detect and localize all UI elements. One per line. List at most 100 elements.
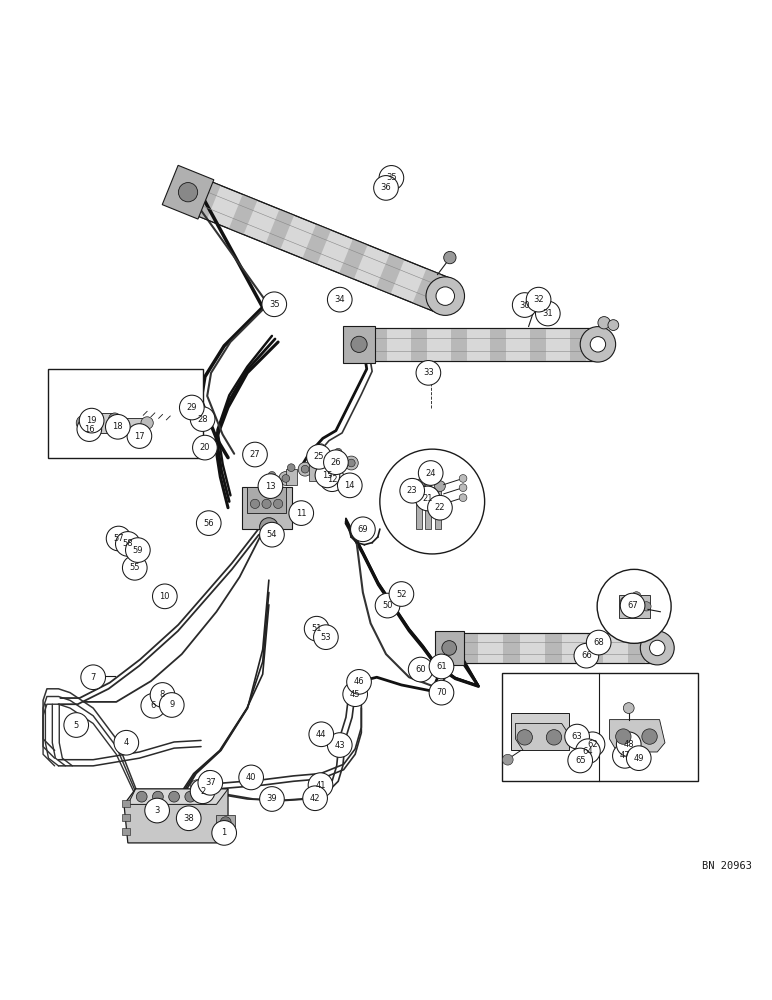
Bar (296, 508, 306, 520)
Circle shape (160, 693, 184, 717)
Circle shape (107, 526, 131, 551)
Text: 60: 60 (415, 665, 426, 674)
Circle shape (581, 327, 615, 362)
Text: 26: 26 (330, 458, 341, 467)
Text: 28: 28 (198, 415, 208, 424)
Text: 14: 14 (344, 481, 355, 490)
Polygon shape (609, 720, 665, 752)
Bar (123, 828, 130, 835)
Circle shape (262, 292, 286, 317)
Text: 1: 1 (222, 828, 227, 837)
Text: 12: 12 (327, 475, 337, 484)
Polygon shape (530, 328, 546, 361)
Circle shape (258, 474, 283, 498)
Text: 11: 11 (296, 509, 306, 518)
Bar (247, 487, 286, 513)
Text: 44: 44 (316, 730, 327, 739)
Circle shape (313, 625, 338, 649)
Text: 52: 52 (396, 590, 407, 599)
Text: 34: 34 (334, 295, 345, 304)
Circle shape (320, 628, 334, 642)
Circle shape (375, 593, 400, 618)
Circle shape (192, 435, 217, 460)
Circle shape (114, 529, 127, 541)
Text: 41: 41 (315, 781, 326, 790)
Text: 2: 2 (200, 787, 205, 796)
Bar (49, 369, 202, 458)
Text: 35: 35 (386, 173, 397, 182)
Circle shape (442, 641, 456, 655)
Circle shape (308, 773, 333, 797)
Circle shape (201, 791, 212, 802)
Polygon shape (451, 328, 466, 361)
Text: 29: 29 (187, 403, 197, 412)
Text: 27: 27 (249, 450, 260, 459)
Circle shape (435, 481, 445, 492)
Circle shape (220, 817, 231, 828)
Circle shape (503, 754, 513, 765)
Circle shape (536, 301, 560, 326)
Circle shape (320, 473, 328, 481)
Text: 68: 68 (594, 638, 604, 647)
Circle shape (612, 744, 637, 768)
Circle shape (198, 438, 215, 455)
Text: 49: 49 (634, 754, 644, 763)
Circle shape (347, 670, 371, 694)
Circle shape (513, 293, 537, 317)
Text: 22: 22 (435, 503, 445, 512)
Circle shape (312, 620, 326, 634)
Polygon shape (411, 328, 427, 361)
Polygon shape (343, 326, 375, 363)
Circle shape (198, 770, 222, 795)
Text: 47: 47 (620, 751, 630, 760)
Bar (316, 451, 327, 459)
Circle shape (598, 569, 671, 643)
Circle shape (374, 176, 398, 200)
Circle shape (320, 467, 344, 492)
Circle shape (620, 597, 629, 606)
Circle shape (153, 791, 164, 802)
Text: 20: 20 (200, 443, 210, 452)
Text: 17: 17 (134, 432, 144, 441)
Text: 7: 7 (90, 673, 96, 682)
Circle shape (76, 415, 92, 431)
Circle shape (381, 596, 395, 610)
Circle shape (429, 654, 454, 679)
Circle shape (565, 724, 590, 749)
Circle shape (591, 337, 605, 352)
Circle shape (201, 770, 215, 784)
Circle shape (301, 465, 309, 473)
Circle shape (640, 631, 674, 665)
Text: 24: 24 (425, 469, 436, 478)
Text: 36: 36 (381, 183, 391, 192)
Circle shape (157, 687, 168, 698)
Circle shape (141, 693, 166, 718)
Circle shape (80, 408, 104, 433)
Text: 5: 5 (73, 721, 79, 730)
Circle shape (169, 791, 179, 802)
Circle shape (642, 729, 657, 744)
Circle shape (148, 695, 159, 706)
Text: 10: 10 (160, 592, 170, 601)
Polygon shape (303, 224, 331, 264)
Text: 8: 8 (160, 690, 165, 699)
Circle shape (598, 317, 610, 329)
Circle shape (317, 470, 331, 484)
Circle shape (327, 733, 352, 757)
Polygon shape (162, 165, 214, 219)
Polygon shape (516, 723, 570, 750)
Circle shape (626, 746, 651, 770)
Circle shape (380, 449, 485, 554)
Circle shape (109, 413, 121, 425)
Bar (286, 469, 296, 485)
Circle shape (429, 680, 454, 705)
Text: 70: 70 (436, 688, 447, 697)
Circle shape (325, 458, 339, 472)
Polygon shape (449, 633, 657, 663)
Polygon shape (192, 180, 221, 220)
Circle shape (304, 616, 329, 641)
Circle shape (459, 475, 467, 482)
Circle shape (279, 471, 293, 485)
Text: 48: 48 (624, 740, 634, 749)
Polygon shape (181, 175, 452, 313)
